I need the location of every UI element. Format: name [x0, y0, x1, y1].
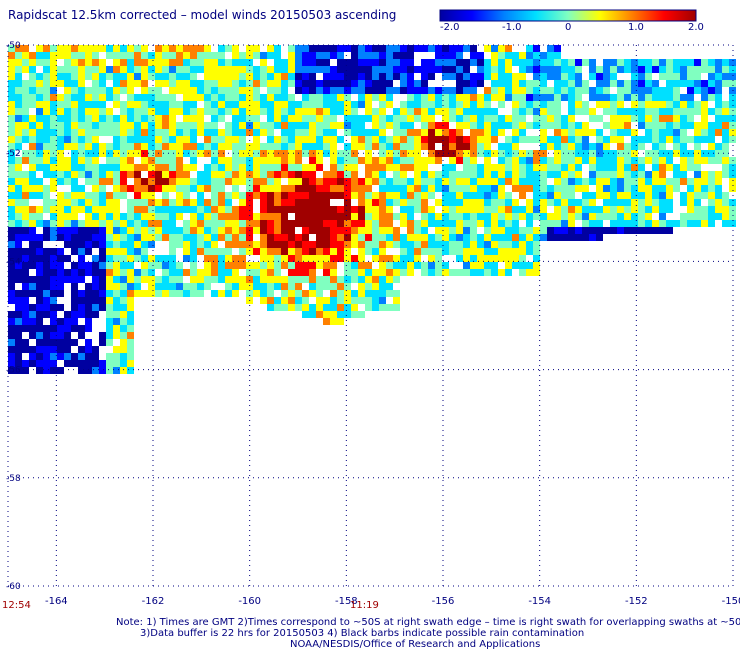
- wind-difference-cells: [8, 45, 736, 374]
- colorbar-tick-label: 2.0: [688, 22, 704, 33]
- colorbar-gradient: [439, 9, 697, 22]
- lat-tick-label: -56: [6, 366, 21, 376]
- lon-tick-label: -158: [335, 596, 358, 607]
- lon-tick-label: -156: [432, 596, 455, 607]
- colorbar-tick-label: -1.0: [502, 22, 522, 33]
- lat-tick-label: -58: [6, 474, 21, 484]
- colorbar: [439, 9, 697, 22]
- figure-title: Rapidscat 12.5km corrected – model winds…: [8, 8, 397, 22]
- note-line-3: NOAA/NESDIS/Office of Research and Appli…: [290, 639, 541, 650]
- swath-time-left: 12:54: [2, 600, 31, 611]
- lat-tick-label: -50: [6, 41, 21, 51]
- lon-tick-label: -154: [528, 596, 551, 607]
- note-line-2: 3)Data buffer is 22 hrs for 20150503 4) …: [140, 628, 585, 639]
- colorbar-tick-label: 1.0: [628, 22, 644, 33]
- map-frame: [7, 44, 734, 587]
- swath-map: -164 -162 -160 -158 -156 -154 -152 -150 -50 -52 -5…: [6, 41, 740, 607]
- lat-tick-label: -60: [6, 582, 21, 592]
- lon-tick-label: -162: [142, 596, 165, 607]
- lon-tick-label: -152: [625, 596, 648, 607]
- lon-tick-label: -150: [722, 596, 740, 607]
- lon-tick-label: -164: [45, 596, 68, 607]
- lat-tick-label: -52: [6, 149, 21, 159]
- swath-time-center: 11:19: [350, 600, 379, 611]
- colorbar-tick-label: 0: [565, 22, 572, 33]
- note-line-1: Note: 1) Times are GMT 2)Times correspon…: [116, 617, 740, 628]
- colorbar-tick-label: -2.0: [440, 22, 460, 33]
- lon-tick-label: -160: [238, 596, 261, 607]
- lat-tick-label: -54: [6, 257, 21, 267]
